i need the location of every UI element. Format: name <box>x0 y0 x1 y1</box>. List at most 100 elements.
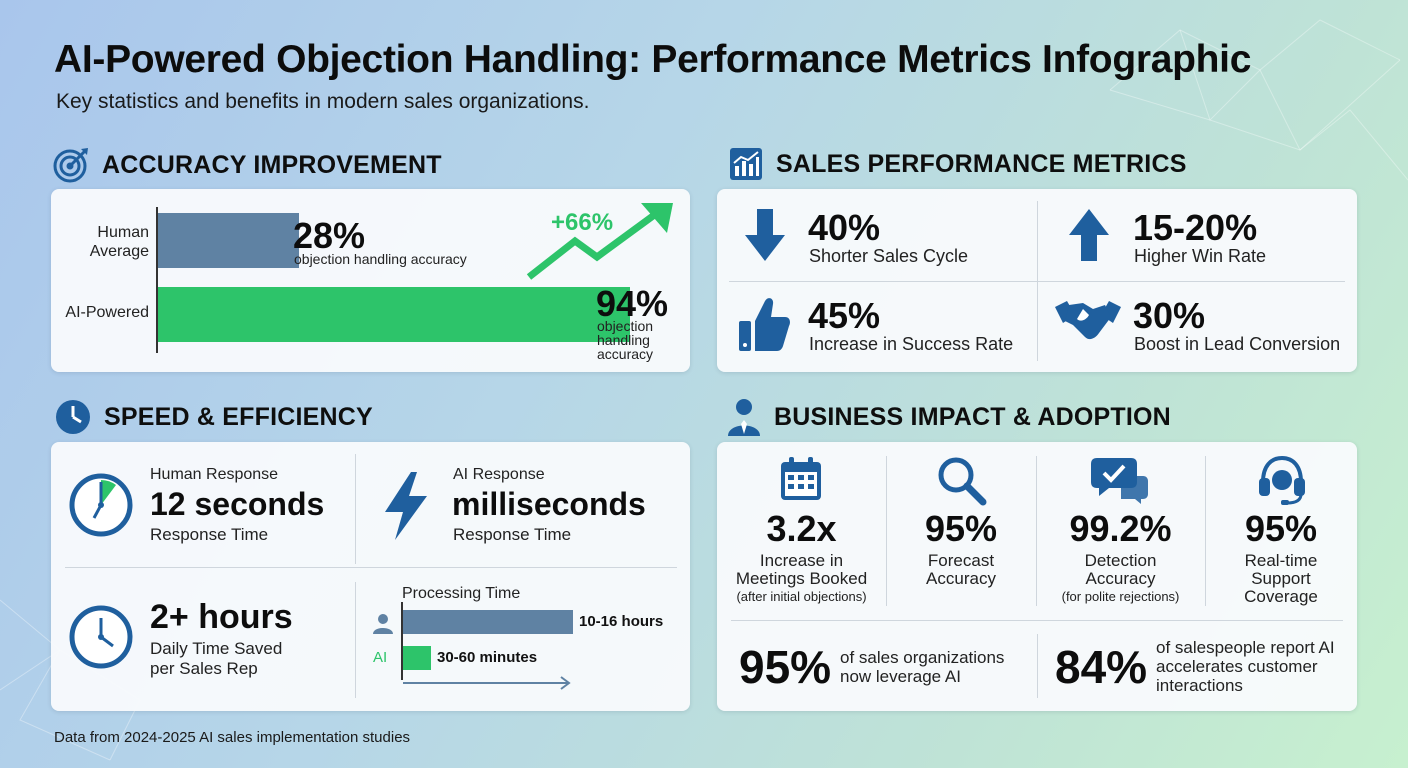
ai-accelerates-line3: interactions <box>1156 676 1243 695</box>
human-response-sub: Response Time <box>150 525 269 544</box>
target-icon <box>53 148 88 183</box>
forecast-label-line1: Forecast <box>927 551 995 570</box>
sales-horizontal-divider <box>729 281 1345 282</box>
speed-vertical-divider-bottom <box>355 582 356 698</box>
business-divider-3 <box>1205 456 1206 606</box>
business-heading-text: BUSINESS IMPACT & ADOPTION <box>774 402 1171 431</box>
trend-up-arrow-icon <box>526 203 673 280</box>
lead-conversion-label: Boost in Lead Conversion <box>1134 334 1341 354</box>
processing-human-bar <box>403 610 573 634</box>
detection-label-line2: Accuracy <box>1085 569 1156 588</box>
arrow-down-icon <box>745 209 785 261</box>
forecast-accuracy-label: Forecast Accuracy <box>886 552 1036 588</box>
headset-icon <box>1259 455 1305 505</box>
meetings-booked-label: Increase in Meetings Booked (after initi… <box>717 552 886 606</box>
thumbs-up-icon <box>739 298 790 351</box>
business-divider-2 <box>1036 456 1037 606</box>
success-rate-label: Increase in Success Rate <box>809 334 1014 354</box>
time-saved-line2: per Sales Rep <box>150 659 258 678</box>
stopwatch-icon <box>69 473 133 537</box>
ai-accuracy-desc: objection handling accuracy <box>597 319 653 361</box>
meetings-booked-value: 3.2x <box>766 508 837 549</box>
ai-adoption-value: 95% <box>739 641 832 693</box>
time-saved-line1: Daily Time Saved <box>150 639 283 658</box>
processing-ai-value: 30-60 minutes <box>437 649 538 666</box>
support-label-line1: Real-time <box>1244 551 1318 570</box>
businessman-icon <box>728 399 760 436</box>
speed-vertical-divider-top <box>355 454 356 564</box>
business-card: 3.2x Increase in Meetings Booked (after … <box>717 442 1357 711</box>
bar-chart-icon <box>730 148 762 180</box>
accuracy-heading-text: ACCURACY IMPROVEMENT <box>102 150 442 179</box>
human-accuracy-desc: objection handling accuracy <box>294 251 467 267</box>
time-saved-label: Daily Time Saved per Sales Rep <box>150 639 282 679</box>
ai-accelerates-label: of salespeople report AI accelerates cus… <box>1156 638 1335 695</box>
ai-response-sub: Response Time <box>453 525 572 544</box>
human-response-title: Human Response <box>150 466 279 483</box>
accuracy-card: Human Average AI-Powered 28% objection h… <box>51 189 690 372</box>
lead-conversion-value: 30% <box>1133 295 1206 336</box>
sales-cycle-value: 40% <box>808 207 881 248</box>
ai-accuracy-value: 94% <box>596 283 669 324</box>
ai-adoption-line2: now leverage AI <box>840 667 961 686</box>
speed-section-heading: SPEED & EFFICIENCY <box>54 398 373 436</box>
ai-accelerates-line2: accelerates customer <box>1156 657 1318 676</box>
support-coverage-value: 95% <box>1244 508 1318 549</box>
success-rate-value: 45% <box>808 295 881 336</box>
human-average-label: Human Average <box>51 223 149 261</box>
human-accuracy-value: 28% <box>293 215 366 256</box>
detection-accuracy-value: 99.2% <box>1069 508 1172 549</box>
clock-icon <box>56 400 90 434</box>
detection-label-line3: (for polite rejections) <box>1061 589 1180 604</box>
win-rate-value: 15-20% <box>1133 207 1258 248</box>
ai-powered-label: AI-Powered <box>65 304 149 321</box>
wall-clock-icon <box>69 605 133 669</box>
sales-cycle-label: Shorter Sales Cycle <box>809 246 969 266</box>
ai-desc-line1: objection <box>597 318 654 334</box>
ai-accelerates-value: 84% <box>1055 641 1148 693</box>
sales-section-heading: SALES PERFORMANCE METRICS <box>728 146 1187 182</box>
processing-ai-label: AI <box>373 649 388 666</box>
ai-accuracy-bar <box>158 287 630 342</box>
ai-adoption-label: of sales organizations now leverage AI <box>840 648 1004 686</box>
speed-card: Human Response 12 seconds Response Time … <box>51 442 690 711</box>
human-accuracy-bar <box>158 213 299 268</box>
ai-desc-line3: accuracy <box>597 346 654 362</box>
human-response-value: 12 seconds <box>150 486 325 522</box>
arrow-up-icon <box>1069 209 1109 261</box>
data-source-footer: Data from 2024-2025 AI sales implementat… <box>54 729 411 746</box>
human-label-line1: Human <box>97 224 149 241</box>
detection-label-line1: Detection <box>1084 551 1157 570</box>
support-coverage-label: Real-time Support Coverage <box>1205 552 1357 606</box>
detection-accuracy-label: Detection Accuracy (for polite rejection… <box>1036 552 1205 606</box>
calendar-icon <box>781 457 821 500</box>
accuracy-section-heading: ACCURACY IMPROVEMENT <box>52 146 442 184</box>
bar-axis-line <box>156 207 158 353</box>
support-label-line3: Coverage <box>1244 587 1318 606</box>
business-horizontal-divider <box>731 620 1343 621</box>
processing-arrow-icon <box>403 676 571 690</box>
page-title: AI-Powered Objection Handling: Performan… <box>54 38 1252 81</box>
accuracy-gain-label: +66% <box>551 209 614 236</box>
forecast-accuracy-value: 95% <box>924 508 998 549</box>
processing-ai-bar <box>403 646 431 670</box>
support-label-line2: Support <box>1251 569 1311 588</box>
processing-human-value: 10-16 hours <box>579 613 664 630</box>
speed-heading-text: SPEED & EFFICIENCY <box>104 402 373 431</box>
sales-heading-text: SALES PERFORMANCE METRICS <box>776 149 1187 178</box>
business-divider-bottom <box>1037 634 1038 698</box>
forecast-label-line2: Accuracy <box>926 569 996 588</box>
speed-horizontal-divider <box>65 567 677 568</box>
meetings-label-line2: Meetings Booked <box>735 569 868 588</box>
processing-axis-line <box>401 602 403 680</box>
ai-accelerates-line1: of salespeople report AI <box>1156 638 1335 657</box>
ai-response-title: AI Response <box>453 466 545 483</box>
magnifying-glass-icon <box>938 457 987 506</box>
meetings-label-line3: (after initial objections) <box>736 589 867 604</box>
win-rate-label: Higher Win Rate <box>1134 246 1267 266</box>
meetings-label-line1: Increase in <box>759 551 844 570</box>
ai-response-value: milliseconds <box>452 486 646 522</box>
page-subtitle: Key statistics and benefits in modern sa… <box>56 90 590 113</box>
human-label-line2: Average <box>89 243 149 260</box>
ai-adoption-line1: of sales organizations <box>840 648 1005 667</box>
